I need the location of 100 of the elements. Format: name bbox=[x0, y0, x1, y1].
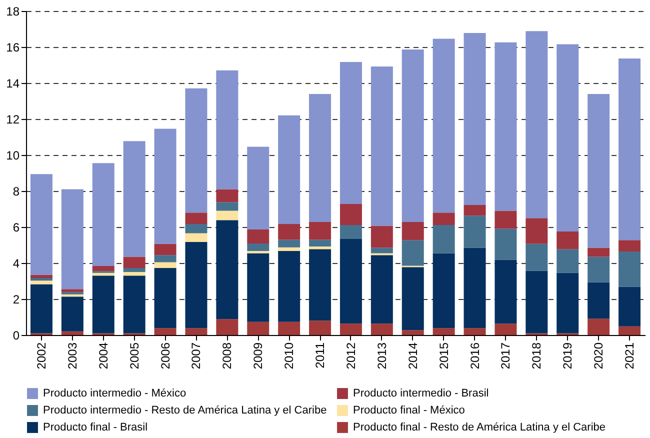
bar bbox=[432, 38, 455, 213]
bar bbox=[154, 128, 176, 244]
legend-label: Producto final - México bbox=[353, 404, 465, 416]
legend-label: Producto final - Brasil bbox=[43, 422, 148, 434]
bar bbox=[494, 42, 517, 211]
bar bbox=[247, 146, 270, 230]
bar bbox=[464, 216, 486, 248]
y-tick-label: 16 bbox=[6, 40, 20, 54]
x-tick-label: 2008 bbox=[220, 342, 234, 370]
x-tick-label: 2013 bbox=[374, 342, 389, 370]
bar bbox=[370, 248, 393, 254]
bar bbox=[556, 272, 579, 334]
y-tick-label: 12 bbox=[6, 112, 20, 126]
bar bbox=[309, 94, 332, 222]
bar bbox=[278, 115, 300, 224]
bar bbox=[216, 220, 238, 320]
x-tick-label: 2005 bbox=[127, 342, 142, 370]
x-tick-label: 2016 bbox=[468, 342, 482, 370]
bar bbox=[30, 274, 52, 278]
bar bbox=[464, 248, 486, 328]
x-tick-label: 2011 bbox=[313, 342, 328, 368]
y-tick-label: 10 bbox=[6, 148, 20, 162]
bar bbox=[247, 244, 270, 251]
bar bbox=[185, 88, 208, 213]
bar bbox=[216, 202, 238, 211]
bar bbox=[247, 250, 270, 254]
y-tick-label: 18 bbox=[6, 4, 20, 18]
bar bbox=[92, 272, 114, 276]
legend-label: Producto final - Resto de América Latina y el Caribe bbox=[353, 422, 606, 434]
bar bbox=[185, 328, 208, 335]
bar bbox=[185, 224, 208, 234]
bar bbox=[588, 256, 610, 282]
bar bbox=[154, 268, 176, 328]
legend-label: Producto intermedio - Brasil bbox=[353, 388, 489, 400]
bar bbox=[370, 255, 393, 324]
bar bbox=[340, 324, 362, 335]
bar bbox=[309, 249, 332, 321]
bar bbox=[92, 266, 114, 272]
bar bbox=[340, 62, 362, 204]
y-tick-label: 6 bbox=[12, 220, 20, 234]
bar bbox=[278, 224, 300, 240]
y-tick-label: 8 bbox=[12, 184, 20, 198]
bar bbox=[309, 320, 332, 335]
bar bbox=[432, 225, 455, 254]
bar bbox=[526, 244, 548, 271]
x-tick-label: 2020 bbox=[592, 342, 606, 370]
bar bbox=[588, 94, 610, 248]
x-tick-label: 2002 bbox=[34, 342, 48, 370]
y-tick-label: 4 bbox=[12, 256, 20, 270]
bar bbox=[154, 262, 176, 268]
x-tick-label: 2009 bbox=[251, 342, 266, 370]
bar bbox=[123, 272, 146, 276]
x-tick-label: 2012 bbox=[344, 342, 358, 370]
bar bbox=[278, 240, 300, 248]
bar bbox=[216, 189, 238, 202]
bar bbox=[556, 249, 579, 273]
bar bbox=[216, 210, 238, 220]
bar bbox=[402, 222, 424, 240]
bar bbox=[123, 276, 146, 334]
bar bbox=[432, 253, 455, 328]
bar bbox=[432, 212, 455, 226]
bar bbox=[61, 296, 84, 332]
bar bbox=[185, 242, 208, 328]
bar bbox=[526, 218, 548, 244]
bar bbox=[526, 270, 548, 334]
bar bbox=[309, 246, 332, 250]
bar bbox=[278, 322, 300, 335]
x-tick-label: 2021 bbox=[622, 342, 637, 370]
bar bbox=[402, 267, 424, 330]
x-tick-label: 2007 bbox=[189, 342, 204, 370]
bar bbox=[340, 204, 362, 226]
bar bbox=[618, 58, 641, 240]
bar bbox=[464, 32, 486, 206]
bar bbox=[154, 255, 176, 262]
bar bbox=[402, 240, 424, 266]
bar bbox=[618, 251, 641, 287]
bar bbox=[588, 248, 610, 257]
bar bbox=[247, 230, 270, 244]
legend-label: Producto intermedio - México bbox=[43, 388, 186, 400]
bar bbox=[464, 328, 486, 335]
bar bbox=[278, 250, 300, 322]
bar bbox=[494, 210, 517, 229]
bar bbox=[30, 280, 52, 284]
bar bbox=[309, 240, 332, 246]
x-tick-label: 2006 bbox=[158, 342, 172, 370]
bar bbox=[494, 260, 517, 324]
bar bbox=[61, 189, 84, 290]
bar bbox=[278, 247, 300, 251]
x-tick-label: 2017 bbox=[498, 342, 513, 370]
y-tick-label: 2 bbox=[12, 292, 20, 306]
x-tick-label: 2018 bbox=[530, 342, 544, 370]
x-tick-label: 2003 bbox=[65, 342, 80, 370]
bar bbox=[123, 141, 146, 257]
bar bbox=[309, 222, 332, 240]
bar bbox=[618, 326, 641, 335]
bar bbox=[154, 328, 176, 335]
bar bbox=[216, 70, 238, 190]
bar bbox=[526, 31, 548, 218]
x-tick-label: 2019 bbox=[560, 342, 575, 370]
bar bbox=[247, 322, 270, 335]
